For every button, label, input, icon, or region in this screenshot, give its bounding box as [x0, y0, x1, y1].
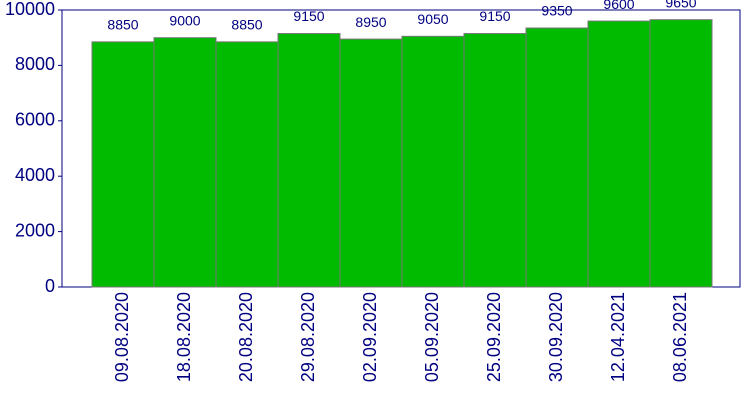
bar	[91, 41, 155, 288]
x-tick-label: 02.09.2020	[360, 292, 380, 382]
bar	[215, 41, 279, 288]
y-tick-label: 2000	[15, 220, 55, 240]
x-tick-label: 08.06.2021	[670, 292, 690, 382]
value-label: 9600	[603, 0, 634, 12]
bar	[277, 33, 341, 288]
value-label: 9650	[665, 0, 696, 10]
x-tick-label: 05.09.2020	[422, 292, 442, 382]
x-tick-label: 25.09.2020	[484, 292, 504, 382]
bar	[401, 35, 465, 288]
x-tick-label: 18.08.2020	[174, 292, 194, 382]
value-label: 9150	[293, 8, 324, 24]
x-tick-label: 20.08.2020	[236, 292, 256, 382]
y-tick-label: 10000	[5, 0, 55, 19]
value-label: 9150	[479, 8, 510, 24]
bar	[463, 33, 527, 288]
x-tick-label: 29.08.2020	[298, 292, 318, 382]
bar	[339, 38, 403, 288]
value-label: 8850	[231, 17, 262, 33]
value-label: 9000	[169, 12, 200, 28]
y-tick-label: 6000	[15, 110, 55, 130]
x-tick-label: 09.08.2020	[112, 292, 132, 382]
value-label: 9050	[417, 11, 448, 27]
y-tick-label: 4000	[15, 165, 55, 185]
y-tick-label: 0	[45, 276, 55, 296]
x-tick-label: 12.04.2021	[608, 292, 628, 382]
value-label: 8950	[355, 14, 386, 30]
bar	[153, 37, 217, 288]
value-label: 9350	[541, 3, 572, 19]
bar	[525, 27, 589, 288]
bar	[587, 20, 651, 288]
value-label: 8850	[107, 17, 138, 33]
bar	[649, 19, 713, 288]
x-tick-label: 30.09.2020	[546, 292, 566, 382]
y-tick-label: 8000	[15, 54, 55, 74]
